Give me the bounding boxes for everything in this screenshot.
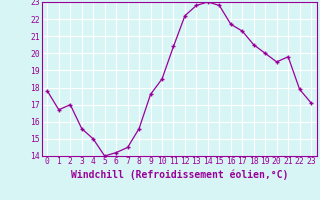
- X-axis label: Windchill (Refroidissement éolien,°C): Windchill (Refroidissement éolien,°C): [70, 169, 288, 180]
